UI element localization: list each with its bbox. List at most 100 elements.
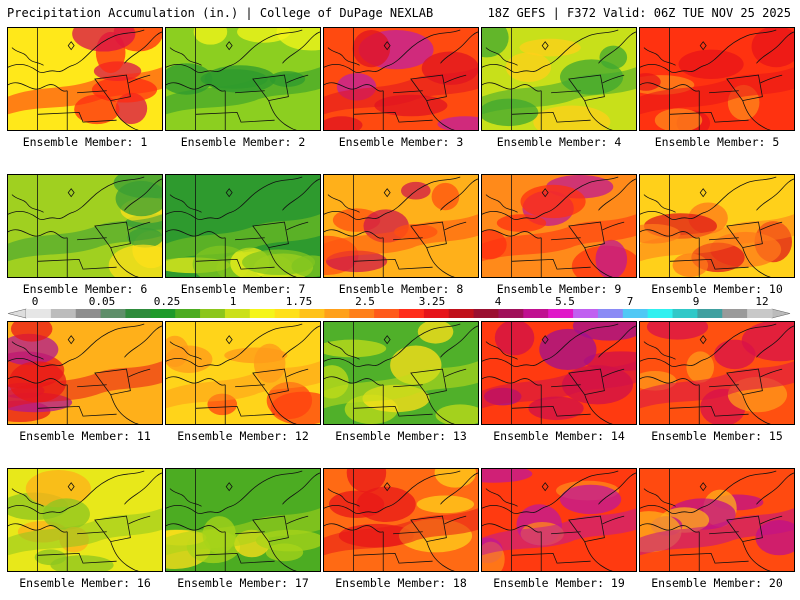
colorbar-swatch <box>224 309 251 318</box>
member-label: Ensemble Member: 4 <box>496 135 622 149</box>
colorbar-label: 0 <box>32 296 39 308</box>
page-title: Precipitation Accumulation (in.) | Colle… <box>7 6 434 20</box>
member-map-19 <box>481 468 637 572</box>
colorbar-swatch <box>299 309 325 318</box>
member-label: Ensemble Member: 17 <box>177 576 309 590</box>
model-run-info: 18Z GEFS | F372 Valid: 06Z TUE NOV 25 20… <box>487 6 791 20</box>
member-label: Ensemble Member: 13 <box>335 429 467 443</box>
member-map-6 <box>7 174 163 278</box>
member-label: Ensemble Member: 20 <box>651 576 783 590</box>
member-label: Ensemble Member: 14 <box>493 429 625 443</box>
colorbar-swatch <box>399 309 425 318</box>
colorbar-label: 12 <box>755 296 768 308</box>
precip-field <box>640 175 794 277</box>
precip-field <box>8 469 162 571</box>
colorbar-swatch <box>200 309 226 318</box>
colorbar-swatch <box>473 309 499 318</box>
precip-field <box>482 322 636 424</box>
colorbar-swatch <box>548 309 574 318</box>
colorbar-swatch <box>722 309 748 318</box>
colorbar-label: 0.25 <box>154 296 181 308</box>
colorbar-swatch <box>597 309 624 318</box>
member-label: Ensemble Member: 7 <box>180 282 306 296</box>
member-label: Ensemble Member: 11 <box>19 429 151 443</box>
member-map-9 <box>481 174 637 278</box>
colorbar-swatch <box>573 309 599 318</box>
member-map-12 <box>165 321 321 425</box>
member-map-4 <box>481 27 637 131</box>
precip-field <box>166 322 320 424</box>
precip-field <box>482 28 636 130</box>
member-label: Ensemble Member: 5 <box>654 135 780 149</box>
precip-field <box>324 469 478 571</box>
member-label: Ensemble Member: 15 <box>651 429 783 443</box>
colorbar-swatch <box>125 309 151 318</box>
colorbar-label: 3.25 <box>419 296 446 308</box>
member-map-11 <box>7 321 163 425</box>
precip-field <box>324 322 478 424</box>
colorbar-label: 5.5 <box>555 296 575 308</box>
precip-field <box>482 469 636 571</box>
colorbar-label: 1 <box>230 296 237 308</box>
precip-field <box>8 28 162 130</box>
colorbar-swatch <box>349 309 375 318</box>
member-map-15 <box>639 321 795 425</box>
colorbar-swatch <box>274 309 301 318</box>
precip-colorbar: 0 0.05 0.25 1 1.75 2.5 3.25 4 5.5 7 9 12 <box>0 296 800 320</box>
colorbar-swatch <box>26 309 52 318</box>
colorbar-swatch <box>498 309 524 318</box>
member-label: Ensemble Member: 19 <box>493 576 625 590</box>
precip-field <box>640 322 794 424</box>
colorbar-swatch <box>523 309 549 318</box>
colorbar-swatch <box>75 309 102 318</box>
member-map-1 <box>7 27 163 131</box>
member-map-17 <box>165 468 321 572</box>
precip-field <box>640 469 794 571</box>
member-label: Ensemble Member: 16 <box>19 576 151 590</box>
colorbar-swatch <box>324 309 350 318</box>
member-map-8 <box>323 174 479 278</box>
precip-field <box>482 175 636 277</box>
colorbar-swatch <box>448 309 475 318</box>
precip-field <box>324 175 478 277</box>
colorbar-swatch <box>175 309 201 318</box>
colorbar-swatch <box>374 309 400 318</box>
member-label: Ensemble Member: 12 <box>177 429 309 443</box>
colorbar-swatch <box>647 309 674 318</box>
precip-field <box>8 322 162 424</box>
member-map-2 <box>165 27 321 131</box>
colorbar-label: 2.5 <box>355 296 375 308</box>
member-label: Ensemble Member: 6 <box>22 282 148 296</box>
member-map-14 <box>481 321 637 425</box>
colorbar-swatch <box>249 309 276 318</box>
colorbar-label: 1.75 <box>286 296 313 308</box>
member-map-3 <box>323 27 479 131</box>
member-map-20 <box>639 468 795 572</box>
precip-field <box>166 469 320 571</box>
member-label: Ensemble Member: 8 <box>338 282 464 296</box>
member-map-5 <box>639 27 795 131</box>
member-label: Ensemble Member: 9 <box>496 282 622 296</box>
precip-field <box>166 28 320 130</box>
member-map-18 <box>323 468 479 572</box>
member-map-7 <box>165 174 321 278</box>
member-label: Ensemble Member: 1 <box>22 135 148 149</box>
colorbar-swatch <box>50 309 77 318</box>
colorbar-label: 0.05 <box>89 296 116 308</box>
colorbar-swatch <box>150 309 176 318</box>
member-map-13 <box>323 321 479 425</box>
precip-field <box>8 175 162 277</box>
colorbar-swatch <box>100 309 126 318</box>
colorbar-swatch <box>672 309 698 318</box>
precip-field <box>324 28 478 130</box>
member-map-10 <box>639 174 795 278</box>
member-label: Ensemble Member: 10 <box>651 282 783 296</box>
colorbar-swatch <box>622 309 649 318</box>
member-label: Ensemble Member: 2 <box>180 135 306 149</box>
colorbar-swatch <box>747 309 773 318</box>
member-map-16 <box>7 468 163 572</box>
member-label: Ensemble Member: 3 <box>338 135 464 149</box>
member-label: Ensemble Member: 18 <box>335 576 467 590</box>
colorbar-label: 9 <box>693 296 700 308</box>
colorbar-label: 7 <box>627 296 634 308</box>
